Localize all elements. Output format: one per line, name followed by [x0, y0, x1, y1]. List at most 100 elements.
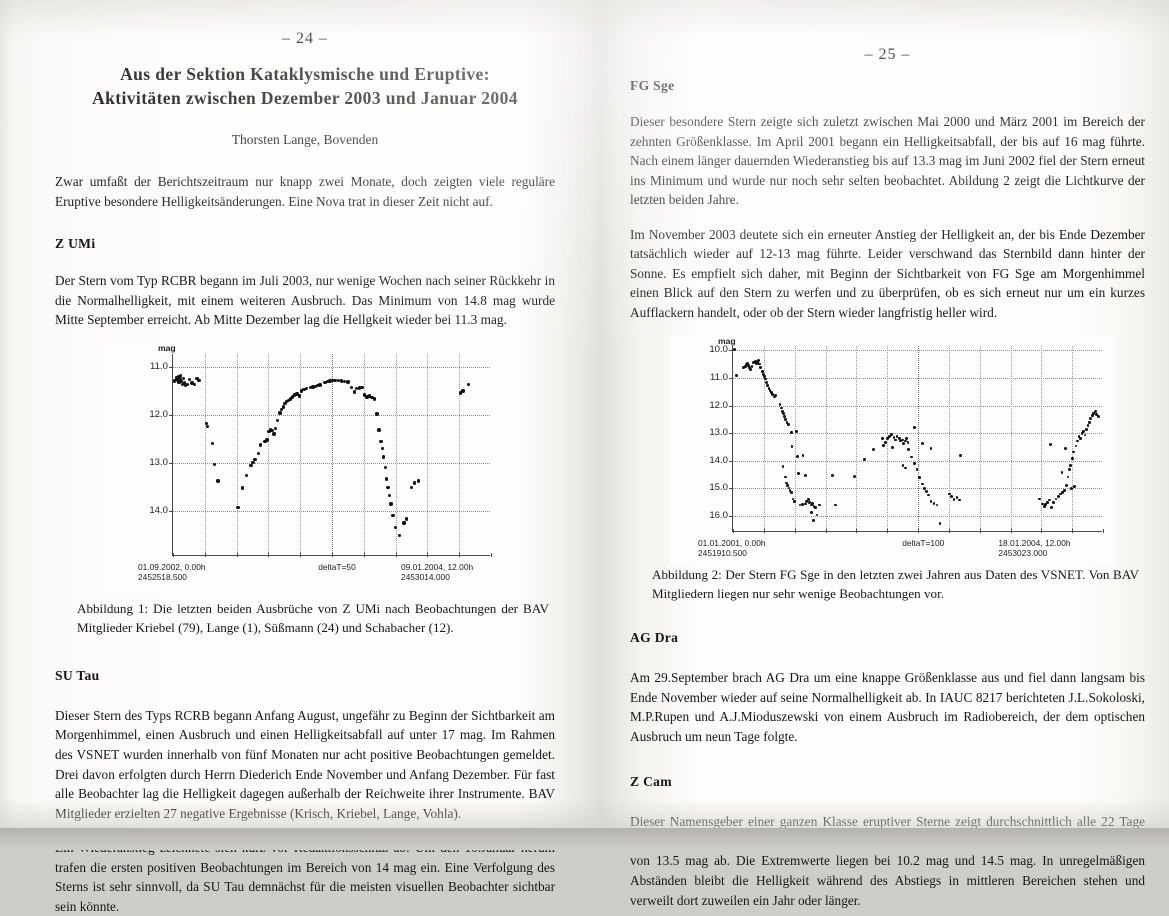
- chart-data-point: [1062, 489, 1066, 493]
- chart-data-point: [1085, 428, 1088, 431]
- chart-gridline-horizontal: [733, 460, 1102, 462]
- chart-data-point: [834, 503, 837, 507]
- chart-data-point: [920, 482, 924, 486]
- chart-data-point: [281, 405, 286, 409]
- chart-data-point: [742, 365, 746, 369]
- chart-data-point: [1060, 471, 1064, 474]
- chart-data-point: [386, 485, 390, 490]
- chart-data-point: [779, 406, 783, 410]
- chart-data-point: [882, 444, 886, 447]
- chart-y-tick-label: 12.0: [709, 399, 728, 411]
- chart-data-point: [297, 394, 302, 398]
- chart-data-point: [767, 386, 771, 390]
- chart-data-point: [174, 376, 179, 380]
- chart-data-point: [750, 364, 754, 368]
- section-paragraph-fg-sge-2: Im November 2003 deutete sich ein erneut…: [630, 226, 1145, 320]
- chart-data-point: [333, 378, 337, 382]
- chart-data-point: [287, 399, 291, 403]
- chart-data-point: [397, 533, 402, 538]
- chart-gridline-vertical: [1010, 346, 1012, 532]
- chart-data-point: [383, 465, 388, 470]
- chart-data-point: [323, 380, 327, 385]
- chart-data-point: [1064, 446, 1068, 450]
- chart-x-tick: [268, 552, 270, 557]
- chart-data-point: [784, 418, 787, 421]
- chart-data-point: [346, 380, 350, 384]
- chart-x-tick: [491, 552, 492, 557]
- chart-data-point: [265, 438, 269, 442]
- chart-gridline-vertical: [427, 353, 429, 555]
- chart-data-point: [890, 433, 894, 436]
- chart-data-point: [1052, 500, 1056, 504]
- chart-data-point: [801, 454, 805, 457]
- chart-x-tick: [395, 552, 397, 557]
- chart-data-point: [901, 463, 905, 467]
- chart-y-tick-label: 13.0: [149, 456, 168, 468]
- chart-data-point: [853, 474, 857, 478]
- chart-data-point: [1070, 487, 1074, 490]
- chart-data-point: [357, 386, 362, 390]
- chart-data-point: [360, 385, 364, 390]
- page-bottom-shadow: [0, 828, 1169, 850]
- chart-data-point: [1054, 497, 1058, 501]
- chart-data-point: [905, 436, 908, 440]
- chart-data-point: [785, 420, 789, 424]
- chart-data-point: [758, 362, 762, 366]
- chart-data-point: [339, 379, 344, 383]
- chart-data-point: [211, 442, 215, 446]
- chart-y-tick: [169, 415, 173, 417]
- chart-data-point: [948, 492, 951, 496]
- chart-data-point: [888, 434, 891, 438]
- chart-y-tick-label: 13.0: [709, 427, 728, 439]
- chart-data-point: [404, 517, 409, 521]
- article-title-line-2: Aktivitäten zwischen Dezember 2003 und J…: [92, 88, 518, 109]
- chart-data-point: [780, 409, 784, 413]
- chart-data-point: [1087, 420, 1091, 424]
- chart-data-point: [900, 438, 904, 442]
- chart-data-point: [176, 375, 181, 379]
- chart-x-axis-label: 01.09.2002, 0.00h 2452518.500: [138, 561, 206, 583]
- chart-gridline-horizontal: [733, 488, 1102, 490]
- section-paragraph-su-tau-1: Dieser Stern des Typs RCRB begann Anfang…: [55, 707, 555, 821]
- chart-data-point: [325, 379, 330, 384]
- chart-data-point: [240, 486, 244, 490]
- chart-data-point: [236, 505, 240, 509]
- chart-gridline-horizontal: [733, 405, 1102, 407]
- chart-data-point: [367, 394, 372, 398]
- chart-data-point: [783, 414, 786, 418]
- chart-x-tick: [300, 552, 302, 557]
- chart-data-point: [253, 457, 257, 462]
- chart-data-point: [180, 382, 185, 387]
- chart-data-point: [259, 443, 263, 447]
- section-heading-fg-sge: FG Sge: [630, 78, 675, 93]
- chart-data-point: [283, 401, 287, 406]
- chart-data-point: [304, 386, 309, 390]
- chart-data-point: [263, 439, 267, 444]
- chart-data-point: [181, 377, 186, 381]
- chart-data-point: [279, 407, 284, 412]
- chart-y-tick-label: 14.0: [149, 504, 168, 516]
- chart-gridline-horizontal: [733, 433, 1102, 435]
- chart-data-point: [806, 498, 810, 501]
- chart-data-point: [1072, 450, 1076, 454]
- chart-data-point: [412, 481, 417, 485]
- chart-x-tick: [204, 552, 206, 557]
- chart2-plot-area: [733, 346, 1102, 532]
- chart-data-point: [895, 435, 899, 439]
- chart-data-point: [760, 370, 764, 374]
- chart-data-point: [187, 378, 192, 382]
- left-page-column: – 24 – Aus der Sektion Kataklysmische un…: [55, 0, 555, 916]
- chart-data-point: [815, 513, 819, 517]
- chart-data-point: [295, 392, 299, 396]
- chart-data-point: [831, 474, 834, 477]
- chart-data-point: [1069, 464, 1073, 468]
- page-number-right: – 25 –: [864, 46, 911, 63]
- chart-data-point: [808, 501, 812, 505]
- chart-data-point: [798, 503, 802, 507]
- chart-data-point: [1080, 431, 1084, 435]
- chart1-y-axis-unit: mag: [158, 342, 176, 353]
- chart-data-point: [177, 380, 181, 385]
- chart-data-point: [302, 387, 306, 391]
- chart-y-tick: [729, 488, 733, 490]
- chart-data-point: [1059, 492, 1062, 496]
